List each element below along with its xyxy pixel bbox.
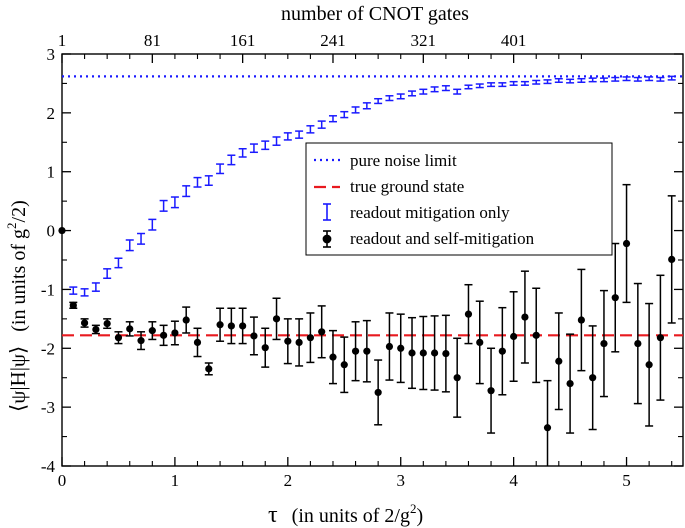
data-point — [566, 380, 574, 388]
data-point — [171, 329, 179, 337]
x-tick-label: 1 — [171, 471, 180, 490]
data-point — [577, 316, 585, 324]
x2-tick-label: 401 — [501, 31, 527, 50]
data-point — [555, 357, 563, 365]
legend-label-ground-state: true ground state — [350, 177, 464, 196]
x2-tick-label: 1 — [58, 31, 67, 50]
data-point — [431, 349, 439, 357]
data-point — [510, 332, 518, 341]
x2-tick-label: 321 — [411, 31, 437, 50]
data-point — [272, 315, 281, 323]
data-point — [363, 347, 371, 355]
x-tick-label: 3 — [396, 471, 405, 490]
y-axis-symbol: ⟨ψ|H|ψ⟩ — [6, 346, 30, 412]
data-point — [182, 316, 190, 324]
data-point — [216, 321, 224, 329]
y-tick-label: -3 — [41, 398, 55, 417]
data-point — [126, 325, 134, 333]
data-point — [453, 374, 461, 382]
data-point — [611, 294, 619, 302]
data-point — [250, 332, 258, 340]
data-point — [397, 344, 405, 352]
data-point — [645, 361, 653, 369]
legend-swatch-readout-only — [323, 203, 331, 221]
data-point — [58, 226, 66, 235]
data-point — [532, 331, 540, 339]
data-point — [408, 349, 416, 357]
data-point — [340, 361, 348, 369]
data-point — [239, 322, 247, 330]
plot-frame — [61, 53, 684, 467]
legend-label-self-mitigation: readout and self-mitigation — [350, 229, 535, 248]
x-axis-title: τ (in units of 2/g2) — [268, 501, 423, 528]
y-axis-close: /2) — [8, 200, 30, 222]
top-axis-title: number of CNOT gates — [281, 3, 469, 25]
data-point — [306, 334, 314, 342]
data-point — [103, 319, 111, 328]
data-point — [227, 322, 235, 330]
x2-tick-label: 161 — [230, 31, 256, 50]
data-point — [284, 337, 292, 345]
data-point — [374, 388, 382, 397]
data-point — [261, 344, 269, 352]
data-point — [137, 337, 145, 345]
y-tick-label: 0 — [47, 222, 56, 241]
legend-label-readout-only: readout mitigation only — [350, 203, 510, 222]
data-point — [318, 328, 326, 336]
y-tick-label: 1 — [47, 163, 56, 182]
x-axis-sup: 2 — [410, 501, 417, 516]
data-point — [80, 319, 89, 327]
x-tick-label: 4 — [509, 471, 518, 490]
x2-tick-label: 81 — [144, 31, 161, 50]
x-tick-label: 2 — [284, 471, 293, 490]
data-point — [521, 313, 529, 321]
data-point — [419, 349, 427, 357]
x-axis-text: (in units of 2/g — [292, 505, 410, 527]
y-tick-label: 2 — [47, 104, 56, 123]
legend-box — [305, 142, 613, 256]
data-point — [442, 349, 450, 358]
x-tick-label: 0 — [58, 471, 67, 490]
data-point — [600, 339, 608, 348]
y-tick-label: -1 — [41, 280, 55, 299]
y-tick-label: -2 — [41, 339, 55, 358]
data-point — [205, 365, 213, 373]
data-point — [498, 347, 506, 355]
series-readout-and-self-mitigation — [58, 183, 676, 466]
data-point — [464, 310, 473, 318]
data-point — [114, 334, 123, 342]
series-readout-mitigation-only — [69, 75, 676, 297]
legend: pure noise limit true ground state reado… — [305, 142, 613, 256]
data-point — [329, 353, 337, 361]
legend-label-pure-noise: pure noise limit — [350, 151, 457, 170]
y-axis-text: (in units of g — [8, 229, 30, 332]
data-point — [295, 338, 303, 346]
data-point — [634, 339, 642, 348]
data-point — [193, 338, 202, 346]
data-point — [476, 338, 484, 346]
data-point — [351, 347, 360, 355]
data-point — [589, 374, 597, 382]
data-point — [160, 331, 168, 339]
x-tick-label: 5 — [622, 471, 631, 490]
x2-tick-label: 241 — [320, 31, 346, 50]
axis-ticks: 0 1 2 3 4 5 1 81 161 241 321 401 -4 -3 -2 -1 0 1 2 3 — [41, 31, 683, 490]
data-point — [148, 327, 156, 335]
data-point — [487, 387, 495, 395]
data-point — [92, 325, 100, 334]
y-axis-title: ⟨ψ|H|ψ⟩ (in units of g2/2) — [4, 200, 30, 412]
x-axis-symbol: τ — [268, 502, 278, 528]
data-point — [656, 334, 665, 342]
data-point — [622, 239, 631, 248]
y-tick-label: -4 — [41, 457, 56, 476]
legend-swatch-self-mitigation — [322, 230, 332, 248]
y-tick-label: 3 — [47, 45, 56, 64]
data-point — [543, 424, 552, 432]
data-point — [385, 342, 394, 351]
data-point — [668, 255, 676, 264]
data-point — [69, 301, 77, 309]
x-axis-close: ) — [417, 505, 424, 527]
y-axis-sup: 2 — [4, 222, 19, 229]
